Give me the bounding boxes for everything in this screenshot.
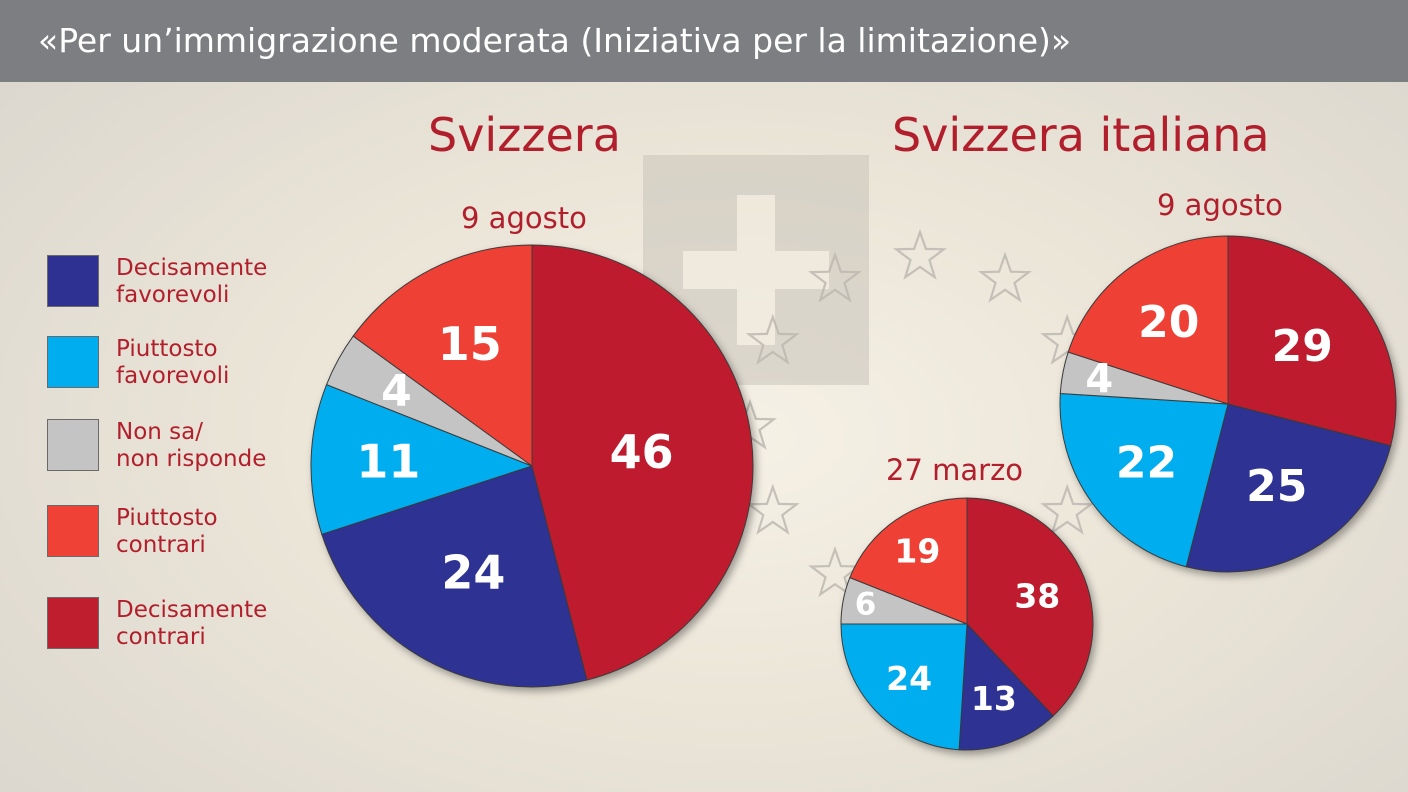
pie-slice [352,244,533,467]
legend-label: Non sa/ non risponde [116,419,267,472]
legend-swatch [47,505,99,557]
pie-data-label: 4 [381,366,412,417]
eu-star-icon [978,251,1032,303]
pie-data-label: 29 [1272,321,1333,372]
legend-swatch [47,255,99,307]
pie-slice [1227,235,1397,447]
legend-label: Decisamente favorevoli [116,255,268,308]
eu-star-icon [893,228,947,280]
pie-slice [1185,403,1392,573]
pie-data-label: 4 [1085,356,1113,402]
pie-slice [531,244,754,681]
legend-label: Decisamente contrari [116,597,268,650]
eu-star-icon [745,313,800,365]
pie-data-label: 24 [441,546,505,600]
pie-data-label: 15 [438,317,502,371]
eu-star-icon [745,483,800,535]
pie-slice [310,383,534,535]
legend-swatch [47,336,99,388]
legend-item: Piuttosto favorevoli [47,336,287,396]
eu-star-icon [808,545,862,598]
legend-label: Piuttosto contrari [116,505,218,558]
pie-data-label: 24 [886,659,932,698]
eu-star-icon [1040,483,1095,535]
date-svizzera-italiana-agosto: 9 agosto [1157,188,1283,222]
pie-labels: 24 11 4 15 46 [356,317,673,600]
pie-data-label: 25 [1246,461,1307,512]
pie-slice [1067,235,1229,405]
pie-chart [840,497,1094,751]
pie-labels: 13 246 19 38 [855,532,1061,719]
heading-svizzera-italiana: Svizzera italiana [892,108,1270,162]
heading-svizzera: Svizzera [428,108,621,162]
pie-data-label: 22 [1116,438,1177,489]
pie-data-label: 46 [610,425,674,479]
pie-data-label: 19 [894,532,940,571]
legend-swatch [47,419,99,471]
pie-chart [1059,235,1397,573]
date-svizzera: 9 agosto [461,201,587,235]
date-svizzera-italiana-marzo: 27 marzo [886,453,1024,487]
pie-labels: 25 224 20 29 [1085,297,1333,512]
pie-slice [966,497,1094,717]
legend-item: Decisamente contrari [47,597,287,657]
pie-slice [1059,392,1229,568]
pie-data-label: 38 [1014,577,1060,616]
eu-star-icon [808,251,862,303]
pie-slice [849,497,968,625]
legend-item: Piuttosto contrari [47,505,287,565]
pie-data-label: 13 [971,679,1017,718]
pie-data-label: 6 [855,587,877,623]
pie-chart [310,244,754,688]
legend-swatch [47,597,99,649]
pie-slice [958,622,1054,751]
legend-label: Piuttosto favorevoli [116,336,230,389]
legend-item: Decisamente favorevoli [47,255,287,315]
pie-data-label: 11 [356,435,420,489]
swiss-flag-icon [643,155,869,385]
pie-data-label: 20 [1138,297,1199,348]
pie-slice [840,623,968,751]
background-decoration [643,155,1117,620]
chart-title: «Per un’immigrazione moderata (Iniziativ… [0,0,1408,82]
pie-slice [321,465,588,688]
legend-item: Non sa/ non risponde [47,419,287,479]
